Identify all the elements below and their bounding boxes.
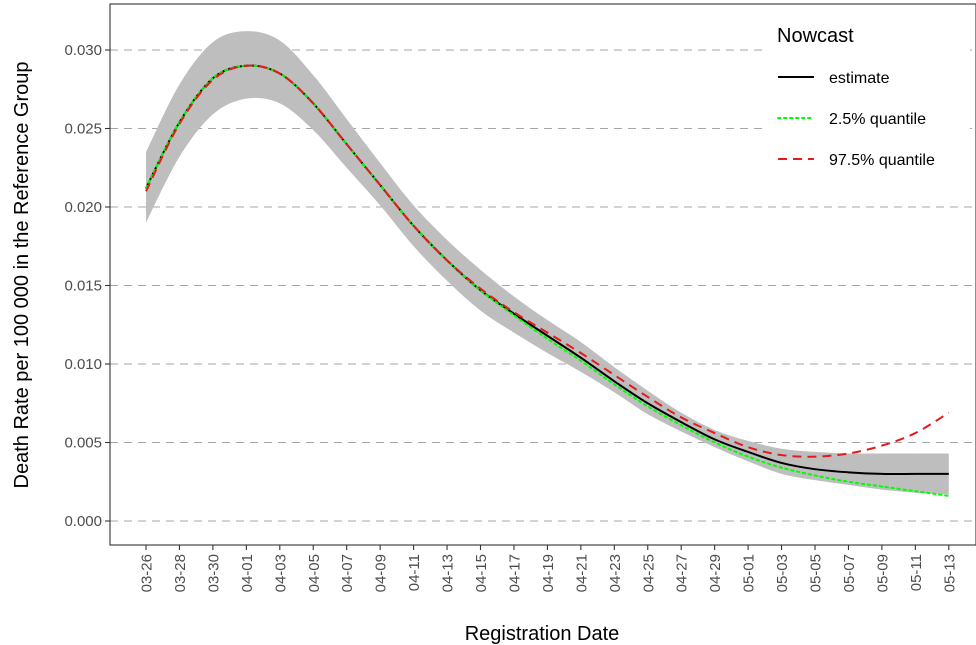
x-tick-label-21: 05-07 <box>841 554 858 592</box>
x-tick-label-5: 04-05 <box>306 554 323 592</box>
x-axis-title: Registration Date <box>465 623 620 645</box>
x-tick-label-3: 04-01 <box>239 554 256 592</box>
y-tick-label-0: 0.000 <box>64 513 102 530</box>
x-tick-label-18: 05-01 <box>741 554 758 592</box>
panel-border <box>109 3 976 546</box>
confidence-band <box>146 31 949 495</box>
x-tick-label-14: 04-23 <box>607 554 624 592</box>
legend-items: estimate 2.5% quantile 97.5% quantile <box>777 70 935 169</box>
x-tick-label-24: 05-13 <box>941 554 958 592</box>
x-tick-label-17: 04-29 <box>707 554 724 592</box>
y-tick-label-5: 0.025 <box>64 121 102 138</box>
x-tick-label-10: 04-15 <box>473 554 490 592</box>
x-tick-label-15: 04-25 <box>640 554 657 592</box>
gridlines <box>110 49 976 522</box>
x-tick-label-13: 04-21 <box>573 554 590 592</box>
x-tick-label-16: 04-27 <box>674 554 691 592</box>
x-tick-label-11: 04-17 <box>507 554 524 592</box>
x-tick-label-19: 05-03 <box>774 554 791 592</box>
x-tick-label-0: 03-26 <box>139 554 156 592</box>
x-tick-label-9: 04-13 <box>440 554 457 592</box>
legend-title: Nowcast <box>777 25 854 47</box>
legend-background <box>765 14 970 179</box>
x-tick-label-2: 03-30 <box>205 554 222 592</box>
legend-label-0: estimate <box>829 70 890 87</box>
x-axis: 03-26 03-28 03-30 04-01 04-03 04-05 04-07 04-09… <box>139 545 958 592</box>
y-tick-label-6: 0.030 <box>64 42 102 59</box>
legend-label-1: 2.5% quantile <box>829 111 926 128</box>
y-tick-label-1: 0.005 <box>64 435 102 452</box>
confidence-band-area <box>146 31 949 495</box>
legend: Nowcast estimate 2.5% quantile 97.5% quant… <box>765 14 970 179</box>
x-tick-label-8: 04-11 <box>406 554 423 591</box>
x-tick-label-1: 03-28 <box>172 554 189 592</box>
x-tick-label-22: 05-09 <box>874 554 891 592</box>
series-line-2 <box>145 64 950 458</box>
y-tick-label-2: 0.010 <box>64 356 102 373</box>
y-tick-label-3: 0.015 <box>64 278 102 295</box>
x-tick-label-20: 05-05 <box>808 554 825 592</box>
y-axis-title: Death Rate per 100 000 in the Reference … <box>11 62 33 489</box>
y-axis: 0.000 0.005 0.010 0.015 0.020 0.025 0.030 <box>64 42 110 530</box>
legend-label-2: 97.5% quantile <box>829 152 935 169</box>
x-tick-label-7: 04-09 <box>373 554 390 592</box>
x-tick-label-6: 04-07 <box>339 554 356 592</box>
x-tick-label-23: 05-11 <box>908 554 925 591</box>
x-tick-label-12: 04-19 <box>540 554 557 592</box>
x-tick-label-4: 04-03 <box>272 554 289 592</box>
y-tick-label-4: 0.020 <box>64 199 102 216</box>
series-lines <box>145 64 950 497</box>
